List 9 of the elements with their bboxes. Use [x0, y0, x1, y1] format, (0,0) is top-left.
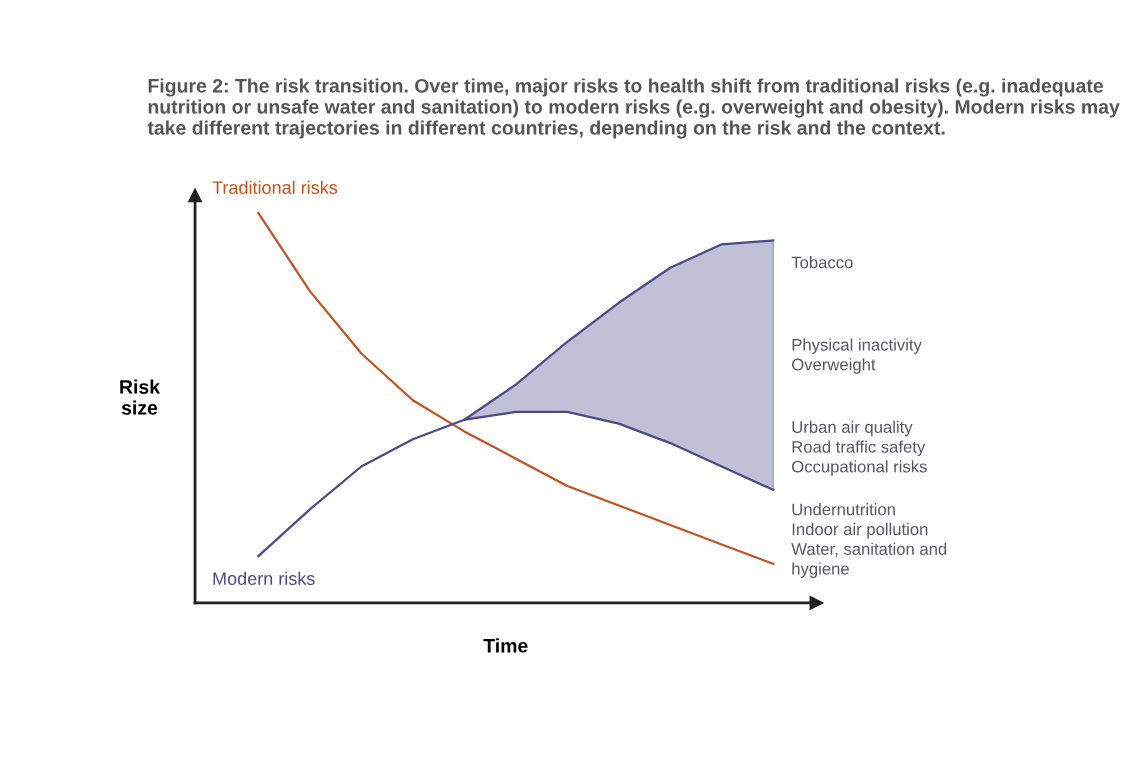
series-label: Traditional risks [212, 180, 338, 194]
chart-title: Figure 2: The risk transition. Over time, major risks to health shift from traditional risks (e.g. inadequate nutrition or unsafe water and sanitation) to modern risks (e.g. overweight and obesity). Modern risks may take different trajectories in different countries, depending on the risk and the context. [147, 78, 1120, 139]
annotation: Undernutrition Indoor air pollution Water, sanitation and hygiene [791, 503, 947, 578]
y-axis-title: Risk size [120, 379, 161, 415]
x-axis-title: Time [483, 638, 528, 653]
annotation: Physical inactivity Overweight [792, 338, 922, 374]
series-label: Modern risks [213, 571, 315, 585]
annotation: Urban air quality Road traffic safety Occupational risks [792, 420, 927, 476]
annotation: Tobacco [791, 256, 853, 269]
